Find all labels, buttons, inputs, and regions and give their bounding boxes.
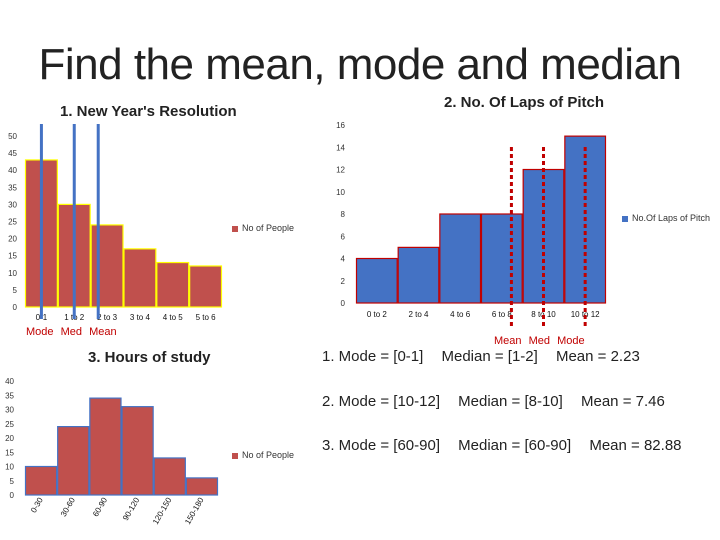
chart1-legend-label: No of People xyxy=(242,223,295,233)
chart2-bar xyxy=(355,257,398,304)
chart3-bar xyxy=(89,397,122,496)
chart2-ytick: 6 xyxy=(341,232,346,241)
chart2-ytick: 0 xyxy=(341,299,346,308)
result-line-3: 3. Mode = [60-90] Median = [60-90] Mean … xyxy=(322,437,696,454)
chart3-legend-swatch xyxy=(232,452,238,459)
chart3-bar xyxy=(153,457,186,496)
result-2-median: Median = [8-10] xyxy=(458,393,563,410)
slide-title: Find the mean, mode and median xyxy=(38,40,682,89)
chart2-bar xyxy=(397,246,440,304)
chart3-category-label: 0-30 xyxy=(29,496,45,515)
chart2-ytick: 2 xyxy=(341,277,346,286)
chart1-legend: No of People xyxy=(232,223,294,233)
chart3-ytick: 40 xyxy=(5,377,14,386)
chart3-ytick: 10 xyxy=(5,463,14,472)
chart1-ytick: 40 xyxy=(8,166,17,175)
chart1-ytick: 50 xyxy=(8,132,17,141)
chart1-ytick: 5 xyxy=(13,286,18,295)
chart2-category-label: 4 to 6 xyxy=(450,310,471,319)
chart2-legend-label: No.Of Laps of Pitch xyxy=(632,213,711,223)
chart1-bar xyxy=(90,224,124,308)
result-1-median: Median = [1-2] xyxy=(441,348,538,365)
chart1-category-label: 4 to 5 xyxy=(163,313,184,322)
chart2-mode-label: Mode xyxy=(557,335,585,347)
chart3-ytick: 5 xyxy=(10,477,15,486)
chart1-ytick: 20 xyxy=(8,235,17,244)
chart3-bar xyxy=(121,406,154,496)
chart1-bar xyxy=(156,261,190,308)
chart2-bar xyxy=(439,213,482,304)
chart2-category-label: 8 to 10 xyxy=(531,310,556,319)
chart3-category-label: 30-60 xyxy=(59,496,77,519)
chart3-ytick: 35 xyxy=(5,391,14,400)
chart2-med-label: Med xyxy=(528,335,550,347)
chart1-category-label: 5 to 6 xyxy=(196,313,217,322)
chart1-ytick: 25 xyxy=(8,218,17,227)
chart3-ytick: 30 xyxy=(5,406,14,415)
chart1-ytick: 0 xyxy=(13,303,18,312)
chart1-ytick: 35 xyxy=(8,183,17,192)
chart2-category-label: 10 to 12 xyxy=(571,310,600,319)
chart2-ytick: 10 xyxy=(336,188,345,197)
chart2-ytick: 8 xyxy=(341,210,346,219)
chart3-bar xyxy=(24,465,58,496)
chart1-mode-label: Mode xyxy=(26,326,54,338)
chart2-mean-label: Mean xyxy=(494,335,522,347)
chart2-category-label: 6 to 8 xyxy=(492,310,513,319)
chart2-ytick: 4 xyxy=(341,255,346,264)
chart1-category-label: 2 to 3 xyxy=(97,313,118,322)
chart3-title: 3. Hours of study xyxy=(88,349,211,366)
chart1-legend-swatch xyxy=(232,225,238,232)
chart2-ytick: 12 xyxy=(336,166,345,175)
chart1-title: 1. New Year's Resolution xyxy=(60,103,237,120)
chart3-category-label: 60-90 xyxy=(91,496,109,519)
result-2-mode: 2. Mode = [10-12] xyxy=(322,393,440,410)
chart2-bar xyxy=(480,213,523,304)
chart2-ytick: 14 xyxy=(336,143,345,152)
chart1-mean-label: Mean xyxy=(89,326,117,338)
chart2-marker-labels: Mean Med Mode xyxy=(494,335,585,347)
chart1-bar xyxy=(189,265,223,308)
chart3-ytick: 20 xyxy=(5,434,14,443)
chart3-legend: No of People xyxy=(232,450,294,460)
chart1-category-label: 3 to 4 xyxy=(130,313,151,322)
chart3-ytick: 15 xyxy=(5,448,14,457)
chart1-ytick: 45 xyxy=(8,149,17,158)
chart3-legend-label: No of People xyxy=(242,450,295,460)
chart1-ytick: 30 xyxy=(8,200,17,209)
chart1-ytick: 15 xyxy=(8,252,17,261)
chart1-ytick: 10 xyxy=(8,269,17,278)
chart3-ytick: 0 xyxy=(10,491,15,500)
chart2-ytick: 16 xyxy=(336,121,345,130)
chart2-legend: No.Of Laps of Pitch xyxy=(622,213,710,223)
chart2-title: 2. No. Of Laps of Pitch xyxy=(444,94,605,111)
result-line-2: 2. Mode = [10-12] Median = [8-10] Mean =… xyxy=(322,393,679,410)
chart2-category-label: 0 to 2 xyxy=(367,310,388,319)
chart3-category-label: 90-120 xyxy=(121,496,142,523)
result-3-mean: Mean = 82.88 xyxy=(589,437,682,454)
chart1-bar xyxy=(123,248,157,308)
chart3-bar xyxy=(57,426,90,496)
chart1-marker-labels: Mode Med Mean xyxy=(26,326,117,338)
result-2-mean: Mean = 7.46 xyxy=(581,393,665,410)
result-3-median: Median = [60-90] xyxy=(458,437,572,454)
chart3-category-label: 150-180 xyxy=(183,496,206,526)
result-line-1: 1. Mode = [0-1] Median = [1-2] Mean = 2.… xyxy=(322,348,654,365)
chart2-category-label: 2 to 4 xyxy=(408,310,429,319)
chart3-ytick: 25 xyxy=(5,420,14,429)
result-1-mean: Mean = 2.23 xyxy=(555,348,640,365)
chart1-med-label: Med xyxy=(60,326,82,338)
chart3-bar xyxy=(185,477,219,496)
result-1-mode: 1. Mode = [0-1] xyxy=(322,348,424,365)
chart3-category-label: 120-150 xyxy=(151,496,174,526)
chart2-legend-swatch xyxy=(622,215,628,222)
result-3-mode: 3. Mode = [60-90] xyxy=(322,437,440,454)
